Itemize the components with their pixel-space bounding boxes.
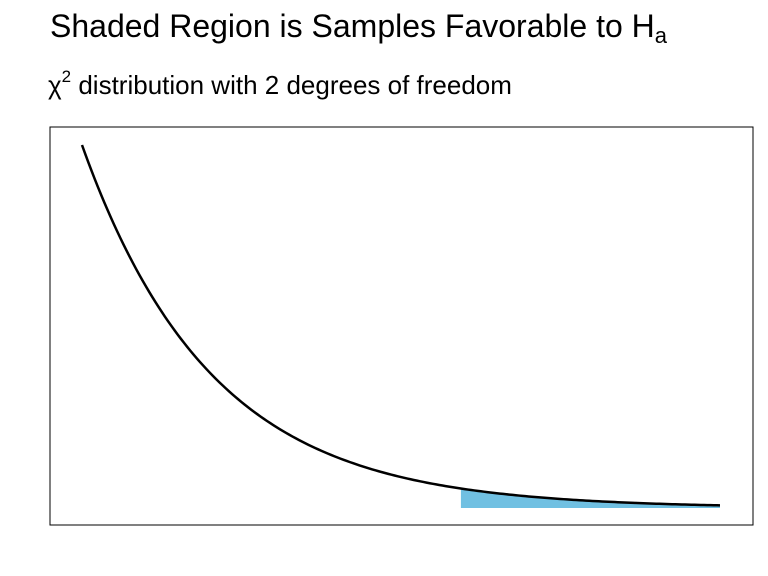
shaded-region [460,488,720,508]
chi-superscript: 2 [61,67,72,86]
chart-subtitle-text: distribution with 2 degrees of freedom [71,70,512,100]
chart-title: Shaded Region is Samples Favorable to Ha [50,8,668,48]
plot-frame [49,126,754,526]
chart-title-text: Shaded Region is Samples Favorable to H [50,8,655,44]
chart-subtitle: χ2 distribution with 2 degrees of freedo… [48,67,512,101]
chi-symbol: χ [48,70,62,100]
density-curve [80,144,721,507]
chart-title-subscript: a [654,23,668,48]
